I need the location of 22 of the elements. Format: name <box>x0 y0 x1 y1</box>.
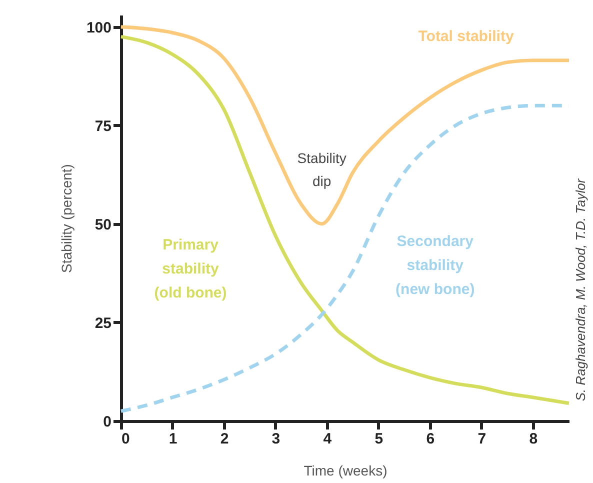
x-tick-label: 1 <box>168 430 178 448</box>
series-label: Secondary stability (new bone) <box>396 232 475 298</box>
x-tick-label: 2 <box>220 430 229 448</box>
series-label: Total stability <box>418 28 514 45</box>
x-tick-label: 5 <box>374 430 384 448</box>
x-tick-label: 4 <box>323 430 332 448</box>
text: S. Raghavendra, M. Wood, T.D. Taylor <box>573 178 588 402</box>
y-axis-title: Stability (percent) <box>58 164 74 273</box>
x-tick-label: 0 <box>122 430 130 448</box>
x-tick-label: 6 <box>426 430 435 448</box>
y-tick-label: 25 <box>94 314 112 332</box>
y-tick-label: 0 <box>103 414 112 430</box>
y-tick-label: 50 <box>94 216 112 234</box>
x-tick-label: 7 <box>478 430 486 448</box>
annotation: Stability dip <box>297 150 346 189</box>
x-tick-label: 8 <box>529 430 538 448</box>
x-axis-title: Time (weeks) <box>304 462 388 478</box>
y-tick-label: 100 <box>86 19 112 36</box>
x-tick-label: 3 <box>272 430 280 448</box>
text: Primary stability (old bone) <box>154 236 227 302</box>
y-tick-label: 75 <box>94 118 112 135</box>
line-series <box>119 25 571 226</box>
